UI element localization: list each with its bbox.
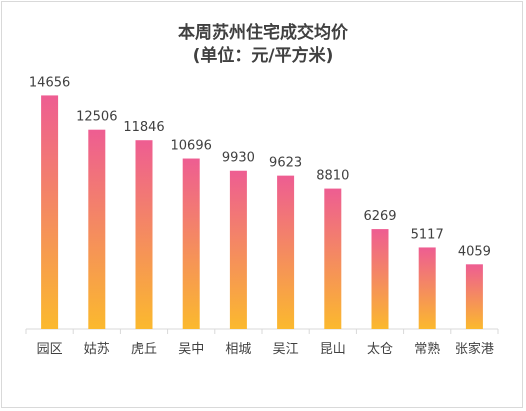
chart-subtitle: (单位：元/平方米): [192, 46, 334, 66]
bar-value-label: 10696: [171, 139, 212, 154]
bar-4: [229, 170, 247, 329]
x-tick-label: 太仓: [367, 342, 393, 357]
x-tick-label: 张家港: [455, 341, 494, 357]
bar-1: [88, 129, 106, 329]
chart-title: 本周苏州住宅成交均价: [178, 23, 348, 43]
bar-value-label: 9930: [222, 151, 255, 166]
bar-9: [465, 264, 483, 329]
bar-value-label: 5117: [411, 227, 444, 242]
x-tick-label: 吴江: [273, 342, 299, 357]
bar-5: [277, 175, 295, 329]
x-tick-label: 常熟: [414, 341, 440, 357]
bar-8: [418, 247, 436, 329]
bar-value-label: 12506: [76, 110, 117, 125]
bars-group: 14656 园区 12506 姑苏 11846 虎丘 10696 吴中 9930 相城 9623 吴江…: [25, 75, 499, 357]
x-tick-label: 园区: [37, 342, 63, 357]
x-tick-label: 昆山: [320, 342, 346, 357]
bar-value-label: 9623: [269, 156, 302, 171]
bar-0: [41, 95, 59, 329]
x-tick-label: 吴中: [178, 342, 204, 357]
bar-value-label: 14656: [29, 75, 70, 90]
x-tick-label: 姑苏: [84, 341, 110, 357]
bar-value-label: 6269: [363, 209, 396, 224]
bar-6: [324, 188, 342, 329]
x-tick-label: 相城: [225, 342, 251, 357]
bar-3: [182, 158, 200, 329]
x-tick-label: 虎丘: [131, 342, 157, 357]
bar-2: [135, 140, 153, 329]
bar-value-label: 4059: [458, 244, 491, 259]
bar-value-label: 11846: [123, 120, 164, 135]
bar-value-label: 8810: [316, 169, 349, 184]
bar-7: [371, 229, 389, 329]
